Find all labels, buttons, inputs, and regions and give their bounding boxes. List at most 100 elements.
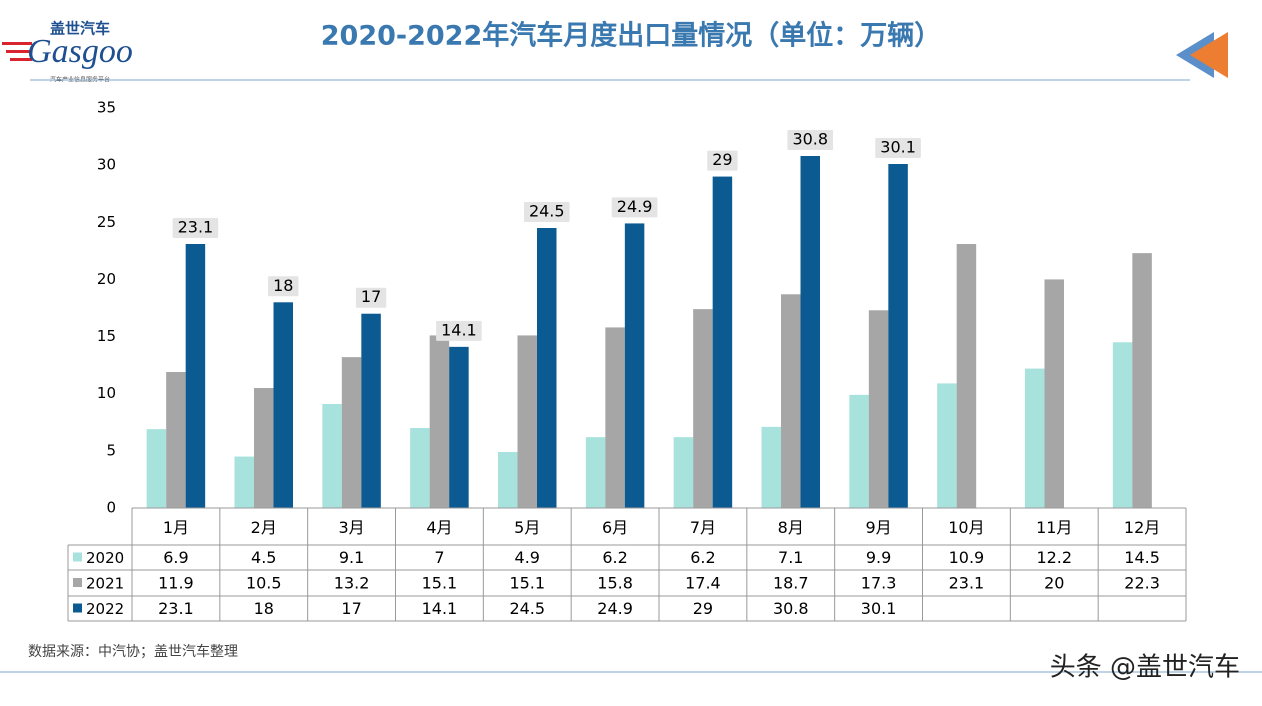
- table-value: 10.5: [246, 574, 282, 593]
- bar: [361, 313, 381, 508]
- bar: [585, 437, 606, 508]
- table-value: 7: [434, 548, 444, 567]
- bar: [341, 357, 362, 508]
- table-value: 13.2: [334, 574, 370, 593]
- chart-title: 2020-2022年汽车月度出口量情况（单位：万辆）: [321, 20, 942, 52]
- arrow-orange: [1190, 32, 1228, 78]
- table-value: 14.5: [1124, 548, 1160, 567]
- table-value: 15.1: [422, 574, 458, 593]
- bar: [1132, 253, 1152, 508]
- x-tick-label: 8月: [778, 518, 804, 537]
- legend-swatch: [73, 552, 82, 562]
- bar: [410, 428, 430, 508]
- bar: [254, 388, 274, 508]
- x-tick-label: 5月: [514, 518, 540, 537]
- table-value: 23.1: [158, 599, 194, 618]
- bar: [322, 404, 342, 508]
- data-label-box: [707, 150, 738, 171]
- table-value: 23.1: [949, 574, 985, 593]
- y-tick-label: 20: [97, 270, 116, 288]
- bar: [712, 176, 733, 509]
- table-value: 17: [341, 599, 361, 618]
- table-value: 17.4: [685, 574, 721, 593]
- table-value: 12.2: [1036, 548, 1072, 567]
- bar: [888, 164, 908, 508]
- x-tick-label: 11月: [1036, 518, 1072, 537]
- data-label-text: 24.5: [529, 202, 565, 221]
- table-value: 14.1: [422, 599, 458, 618]
- data-label: 30.8: [787, 130, 834, 150]
- x-tick-label: 12月: [1124, 518, 1160, 537]
- data-label: 24.9: [611, 197, 658, 218]
- bar: [166, 372, 186, 508]
- y-tick-label: 35: [97, 99, 116, 117]
- bar: [429, 335, 450, 508]
- watermark: 头条 @盖世汽车: [1050, 653, 1240, 683]
- bar: [1044, 279, 1064, 508]
- data-label-box: [355, 287, 387, 308]
- bar: [673, 437, 694, 508]
- data-label-box: [523, 202, 570, 222]
- bar: [517, 335, 537, 508]
- x-tick-label: 2月: [251, 518, 277, 537]
- x-tick-label: 6月: [602, 518, 628, 537]
- table-value: 15.8: [597, 574, 633, 593]
- data-label-text: 23.1: [178, 218, 214, 237]
- table-value: 18: [254, 599, 274, 618]
- data-label-text: 17: [361, 287, 381, 306]
- y-tick-label: 5: [106, 441, 116, 459]
- y-tick-label: 25: [97, 213, 116, 231]
- bar: [146, 429, 167, 508]
- table-value: 30.1: [861, 599, 897, 618]
- data-label-box: [268, 276, 299, 297]
- bar: [800, 156, 820, 508]
- data-label-box: [875, 138, 921, 158]
- legend-swatch: [73, 603, 82, 613]
- logo-en: Gasgoo: [27, 33, 133, 70]
- data-label-text: 24.9: [617, 197, 653, 216]
- table-value: 6.9: [163, 548, 188, 567]
- data-label: 18: [268, 276, 299, 297]
- table-value: 20: [1044, 574, 1064, 593]
- logo-stripe: [2, 42, 32, 45]
- table-value: 6.2: [690, 548, 715, 567]
- y-tick-label: 10: [97, 384, 116, 402]
- data-label: 30.1: [875, 138, 921, 158]
- bar: [1112, 342, 1133, 508]
- data-label: 24.5: [523, 202, 570, 222]
- bar: [849, 394, 869, 508]
- bar: [761, 426, 781, 508]
- bar: [1025, 368, 1045, 508]
- corner-arrow: [1176, 32, 1228, 78]
- logo: 盖世汽车 Gasgoo 汽车产业信息服务平台: [2, 20, 133, 84]
- table-value: 11.9: [158, 574, 194, 593]
- data-label: 14.1: [436, 320, 482, 341]
- bar: [693, 309, 713, 508]
- bar: [498, 452, 518, 508]
- data-label-box: [436, 320, 482, 341]
- table-value: 24.9: [597, 599, 633, 618]
- table-value: 9.9: [866, 548, 891, 567]
- y-tick-label: 15: [97, 327, 116, 345]
- data-label-text: 18: [273, 276, 293, 295]
- table-value: 30.8: [773, 599, 809, 618]
- legend-label: 2020: [86, 549, 124, 567]
- bar: [273, 302, 293, 508]
- table-value: 10.9: [949, 548, 985, 567]
- bar: [449, 346, 469, 508]
- table-value: 4.9: [515, 548, 540, 567]
- table-value: 18.7: [773, 574, 809, 593]
- data-label-text: 14.1: [441, 320, 477, 339]
- bar: [868, 310, 889, 508]
- data-label-text: 29: [712, 150, 732, 169]
- y-tick-label: 0: [106, 499, 116, 517]
- bar: [781, 294, 801, 508]
- y-tick-label: 30: [97, 156, 116, 174]
- table-value: 17.3: [861, 574, 897, 593]
- x-tick-label: 9月: [865, 518, 891, 537]
- logo-stripe: [10, 58, 32, 61]
- table-value: 22.3: [1124, 574, 1160, 593]
- table-value: 9.1: [339, 548, 364, 567]
- table-value: 7.1: [778, 548, 803, 567]
